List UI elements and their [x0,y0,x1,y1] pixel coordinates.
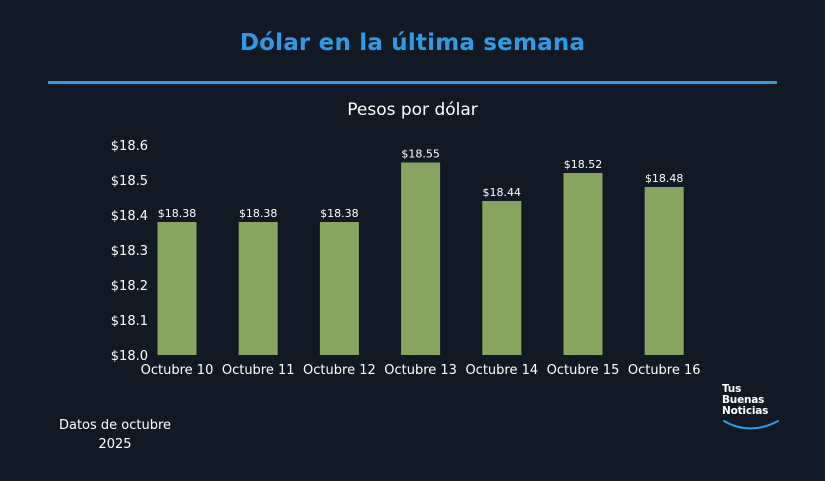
page-title: Dólar en la última semana [239,30,586,56]
y-tick-label: $18.1 [111,314,148,329]
logo-line-2: Buenas [722,394,765,406]
data-source-note: Datos de octubre 2025 [58,418,172,452]
data-label: $18.38 [158,207,197,220]
y-tick-label: $18.0 [111,349,148,364]
bar [157,222,197,355]
bar [238,222,278,355]
data-label: $18.38 [320,207,359,220]
logo-line-3: Noticias [722,405,769,417]
bar [319,222,359,355]
title-divider [48,81,777,84]
y-tick-label: $18.6 [111,139,148,154]
y-tick-label: $18.4 [111,209,148,224]
x-tick-label: Octubre 10 [141,363,214,378]
x-tick-label: Octubre 14 [465,363,538,378]
bar [401,162,441,355]
x-tick-label: Octubre 13 [384,363,457,378]
y-tick-label: $18.3 [111,244,148,259]
bar-chart: $18.0 $18.1 $18.2 $18.3 $18.4 $18.5 $18.6 $18.3… [111,139,701,378]
bar [644,187,684,355]
data-label: $18.38 [239,207,278,220]
data-label: $18.44 [483,186,522,199]
data-label: $18.55 [401,148,440,161]
logo-smile-icon [723,420,779,430]
x-tick-label: Octubre 11 [222,363,295,378]
chart-title: Pesos por dólar [347,100,478,120]
y-tick-label: $18.5 [111,174,148,189]
x-tick-label: Octubre 15 [547,363,620,378]
bar [482,201,522,355]
logo-line-1: Tus [722,383,742,395]
x-tick-label: Octubre 12 [303,363,376,378]
data-label: $18.52 [564,158,603,171]
data-label: $18.48 [645,172,684,185]
tus-buenas-noticias-logo: Tus Buenas Noticias [722,384,782,436]
y-tick-label: $18.2 [111,279,148,294]
x-tick-label: Octubre 16 [628,363,701,378]
bar [563,173,603,355]
